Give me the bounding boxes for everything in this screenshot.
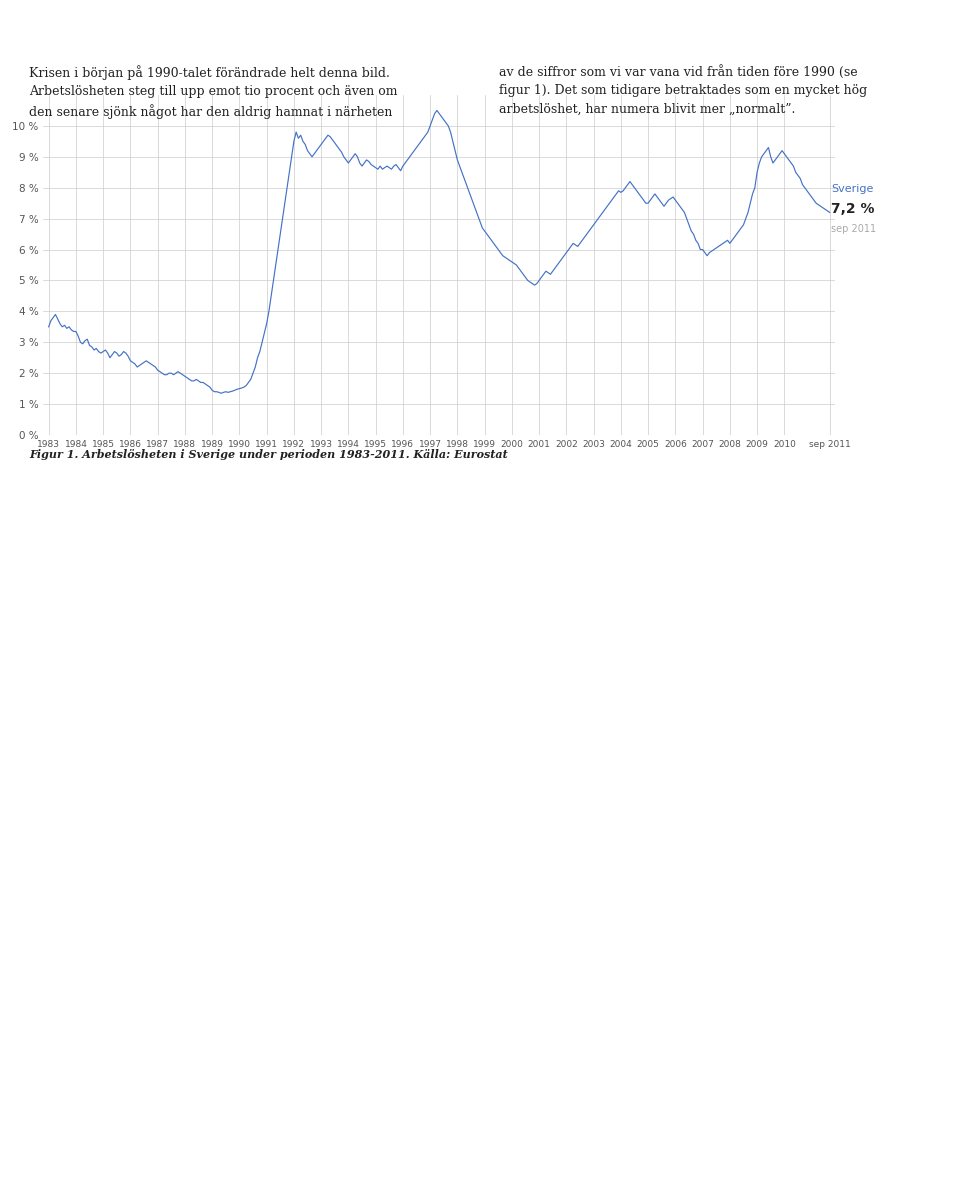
Text: Sverige: Sverige: [831, 185, 874, 194]
Text: 7,2 %: 7,2 %: [831, 202, 875, 217]
Text: sep 2011: sep 2011: [831, 224, 876, 235]
Text: av de siffror som vi var vana vid från tiden före 1990 (se
figur 1). Det som tid: av de siffror som vi var vana vid från t…: [499, 66, 868, 116]
Text: Figur 1. Arbetslösheten i Sverige under perioden 1983-2011. Källa: Eurostat: Figur 1. Arbetslösheten i Sverige under …: [29, 449, 508, 460]
Text: Krisen i början på 1990-talet förändrade helt denna bild.
Arbetslösheten steg ti: Krisen i början på 1990-talet förändrade…: [29, 66, 397, 119]
